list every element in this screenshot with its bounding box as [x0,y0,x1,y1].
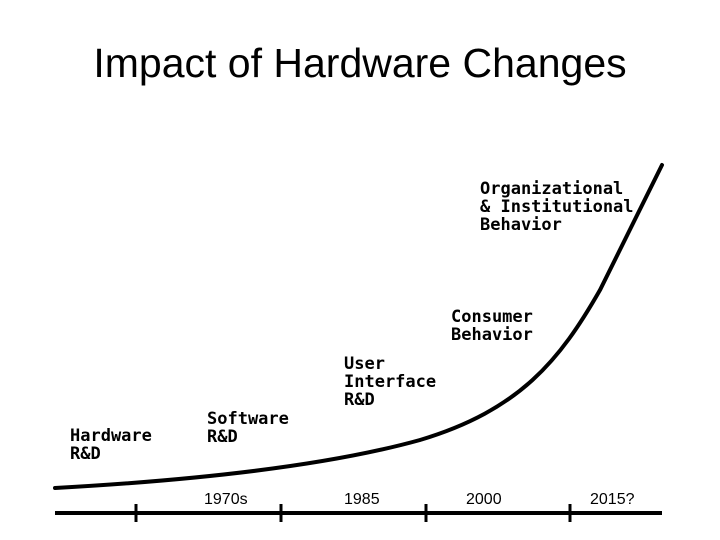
stage-label-consumer-behavior: Consumer Behavior [451,308,533,344]
timeline-label-1970s: 1970s [204,491,248,508]
stage-label-line: Behavior [451,325,533,345]
stage-label-software-rd: Software R&D [207,410,289,446]
slide-title: Impact of Hardware Changes [93,40,627,86]
stage-label-organizational-behavior: Organizational & Institutional Behavior [480,180,634,234]
stage-label-line: & Institutional [480,197,634,217]
stage-label-line: User [344,354,385,374]
stage-label-line: Organizational [480,179,624,199]
stage-label-line: R&D [207,427,238,447]
timeline-label-2015: 2015? [590,491,635,508]
stage-label-line: Software [207,409,289,429]
stage-label-line: Consumer [451,307,533,327]
stage-label-line: Interface [344,372,437,392]
stage-label-line: R&D [344,390,375,410]
timeline-label-1985: 1985 [344,491,380,508]
growth-curve [53,163,664,490]
timeline-label-2000: 2000 [466,491,502,508]
stage-label-line: Hardware [70,426,152,446]
stage-label-line: R&D [70,444,101,464]
stage-label-user-interface-rd: User Interface R&D [344,355,436,409]
stage-label-line: Behavior [480,215,562,235]
stage-label-hardware-rd: Hardware R&D [70,427,152,463]
